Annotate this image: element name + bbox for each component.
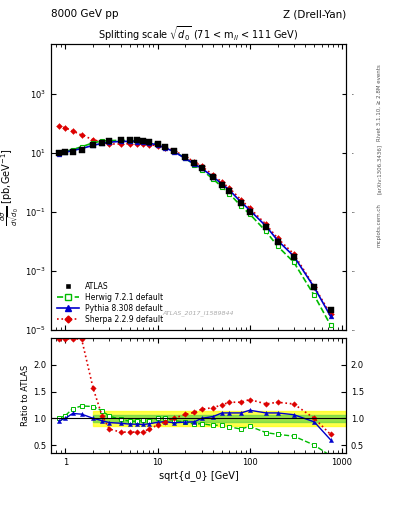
Legend: ATLAS, Herwig 7.2.1 default, Pythia 8.308 default, Sherpa 2.2.9 default: ATLAS, Herwig 7.2.1 default, Pythia 8.30… <box>55 280 165 327</box>
Text: [arXiv:1306.3436]: [arXiv:1306.3436] <box>377 144 382 194</box>
Text: mcplots.cern.ch: mcplots.cern.ch <box>377 203 382 247</box>
Y-axis label: $\frac{d\sigma}{d\sqrt{d_0}}$ [pb,GeV$^{-1}$]: $\frac{d\sigma}{d\sqrt{d_0}}$ [pb,GeV$^{… <box>0 148 22 226</box>
Text: Z (Drell-Yan): Z (Drell-Yan) <box>283 9 346 19</box>
Title: Splitting scale $\sqrt{d_0}$ (71 < m$_{ll}$ < 111 GeV): Splitting scale $\sqrt{d_0}$ (71 < m$_{l… <box>98 25 299 44</box>
Text: Rivet 3.1.10, ≥ 2.8M events: Rivet 3.1.10, ≥ 2.8M events <box>377 64 382 141</box>
Y-axis label: Ratio to ATLAS: Ratio to ATLAS <box>21 365 30 426</box>
X-axis label: sqrt{d_0} [GeV]: sqrt{d_0} [GeV] <box>159 470 238 481</box>
Text: 8000 GeV pp: 8000 GeV pp <box>51 9 119 19</box>
Bar <box>93 411 346 425</box>
Text: ATLAS_2017_I1589844: ATLAS_2017_I1589844 <box>163 310 234 316</box>
Bar <box>93 415 346 422</box>
